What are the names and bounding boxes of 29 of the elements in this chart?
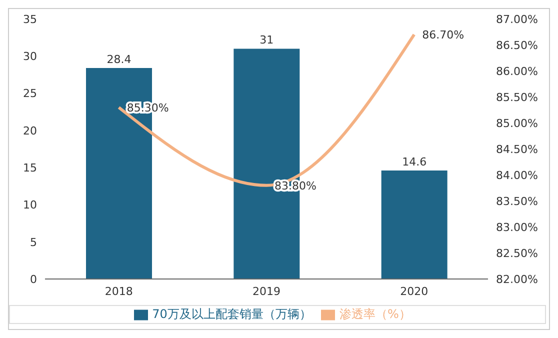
y2-tick-label: 84.00% <box>496 168 538 182</box>
data-label: 28.4 <box>106 53 132 66</box>
x-tick-label: 2018 <box>104 284 133 298</box>
data-label: 31 <box>260 34 274 47</box>
data-label: 86.70% <box>422 28 464 42</box>
y-tick-label: 20 <box>23 124 37 138</box>
y-tick-label: 30 <box>23 50 37 64</box>
y2-tick-label: 84.50% <box>496 142 538 156</box>
y-tick-label: 10 <box>23 198 37 212</box>
y-tick-label: 0 <box>30 272 37 286</box>
y2-tick-label: 83.00% <box>496 220 538 234</box>
y2-tick-label: 83.50% <box>496 194 538 208</box>
y2-tick-label: 87.00% <box>496 12 538 26</box>
y2-tick-label: 82.00% <box>496 272 538 286</box>
y2-tick-label: 86.00% <box>496 64 538 78</box>
y-tick-label: 5 <box>30 236 37 249</box>
legend-label: 70万及以上配套销量（万辆） <box>152 307 312 321</box>
y-tick-label: 35 <box>23 12 37 26</box>
y-tick-label: 25 <box>23 87 37 100</box>
y2-tick-label: 85.50% <box>496 90 538 104</box>
y2-tick-label: 85.00% <box>496 116 538 130</box>
bar <box>381 170 448 279</box>
y2-tick-label: 82.50% <box>496 246 538 260</box>
legend-label: 渗透率（%） <box>339 307 411 321</box>
data-label: 14.6 <box>402 156 427 169</box>
x-tick-label: 2019 <box>252 284 280 298</box>
x-tick-label: 2020 <box>400 284 428 298</box>
y-tick-label: 15 <box>23 161 37 174</box>
y2-tick-label: 86.50% <box>496 38 538 52</box>
